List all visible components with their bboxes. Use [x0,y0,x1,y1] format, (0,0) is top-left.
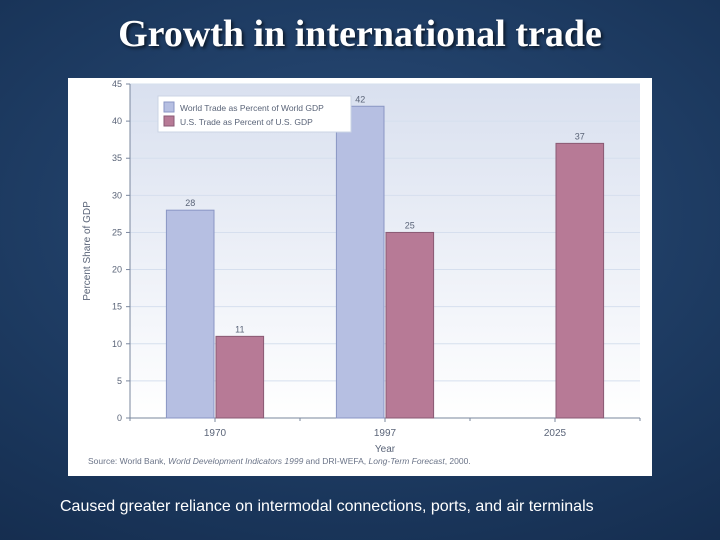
bar-chart: 051015202530354045Percent Share of GDP19… [68,78,652,476]
svg-text:30: 30 [112,190,122,200]
slide: Growth in international trade 0510152025… [0,0,720,540]
bar [336,106,384,418]
svg-text:U.S. Trade as Percent of U.S.: U.S. Trade as Percent of U.S. GDP [180,117,313,127]
slide-caption: Caused greater reliance on intermodal co… [60,498,594,516]
svg-text:45: 45 [112,79,122,89]
bar [556,143,604,418]
svg-text:Year: Year [375,444,396,455]
svg-text:40: 40 [112,116,122,126]
svg-text:Percent Share of GDP: Percent Share of GDP [82,201,93,301]
bar [216,336,264,418]
svg-text:10: 10 [112,339,122,349]
svg-text:37: 37 [575,131,585,141]
svg-text:25: 25 [112,227,122,237]
svg-text:5: 5 [117,376,122,386]
svg-text:1970: 1970 [204,428,227,439]
svg-text:28: 28 [185,198,195,208]
svg-text:15: 15 [112,302,122,312]
chart-source: Source: World Bank, World Development In… [88,456,471,466]
chart-panel: 051015202530354045Percent Share of GDP19… [68,78,652,476]
svg-text:2025: 2025 [544,428,567,439]
svg-text:42: 42 [355,94,365,104]
slide-title: Growth in international trade [0,12,720,56]
svg-text:0: 0 [117,413,122,423]
svg-text:World Trade as Percent of Worl: World Trade as Percent of World GDP [180,103,324,113]
svg-text:1997: 1997 [374,428,397,439]
svg-text:35: 35 [112,153,122,163]
svg-text:11: 11 [235,324,244,334]
svg-text:25: 25 [405,220,415,230]
bar [386,232,434,418]
bar [166,210,214,418]
svg-text:20: 20 [112,265,122,275]
